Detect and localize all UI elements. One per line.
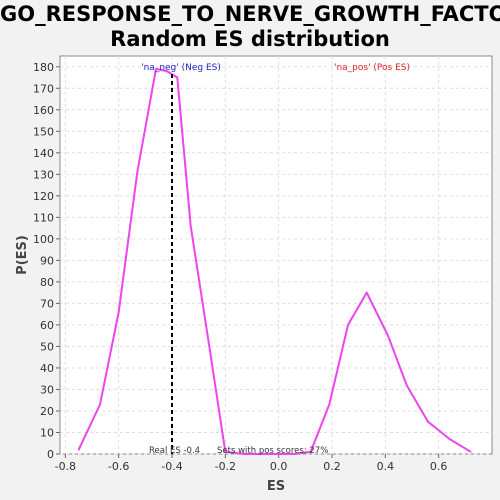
y-tick-label: 170 [33,82,54,95]
x-tick-label: -0.8 [55,460,76,473]
x-tick-label: 0.4 [377,460,395,473]
x-tick-label: -0.6 [108,460,129,473]
pos-scores-label: Sets with pos scores: 27% [217,446,328,456]
y-tick-label: 50 [40,340,54,353]
data-point [427,421,429,423]
data-point [99,404,101,406]
y-tick-label: 90 [40,254,54,267]
x-tick-label: -0.4 [161,460,182,473]
data-point [406,384,408,386]
data-point [177,77,179,79]
x-tick-label: 0.0 [270,460,288,473]
y-tick-label: 60 [40,319,54,332]
y-tick-label: 40 [40,362,54,375]
y-tick-label: 80 [40,276,54,289]
data-point [366,292,368,294]
data-point [470,451,472,453]
data-point [137,171,139,173]
x-axis-label: ES [267,479,285,494]
y-tick-label: 20 [40,405,54,418]
y-tick-label: 100 [33,233,54,246]
real-es-label: Real ES -0.4 [149,446,200,456]
y-axis-label: P(ES) [15,235,30,275]
data-point [78,449,80,451]
y-tick-label: 10 [40,426,54,439]
data-point [347,324,349,326]
y-tick-label: 70 [40,297,54,310]
data-point [190,225,192,227]
y-tick-label: 110 [33,211,54,224]
y-tick-label: 180 [33,61,54,74]
x-tick-label: -0.2 [215,460,236,473]
x-tick-label: 0.6 [430,460,448,473]
data-point [387,335,389,337]
y-tick-label: 0 [47,448,54,461]
y-tick-label: 30 [40,383,54,396]
data-point [209,346,211,348]
x-tick-label: 0.2 [323,460,341,473]
data-point [118,311,120,313]
y-tick-label: 140 [33,147,54,160]
plot-area [60,56,492,454]
data-point [449,438,451,440]
y-tick-label: 120 [33,190,54,203]
data-point [329,404,331,406]
y-tick-label: 160 [33,104,54,117]
neg-label: 'na_neg' (Neg ES) [141,63,221,73]
pos-label: 'na_pos' (Pos ES) [334,63,410,73]
y-tick-label: 130 [33,168,54,181]
y-tick-label: 150 [33,125,54,138]
